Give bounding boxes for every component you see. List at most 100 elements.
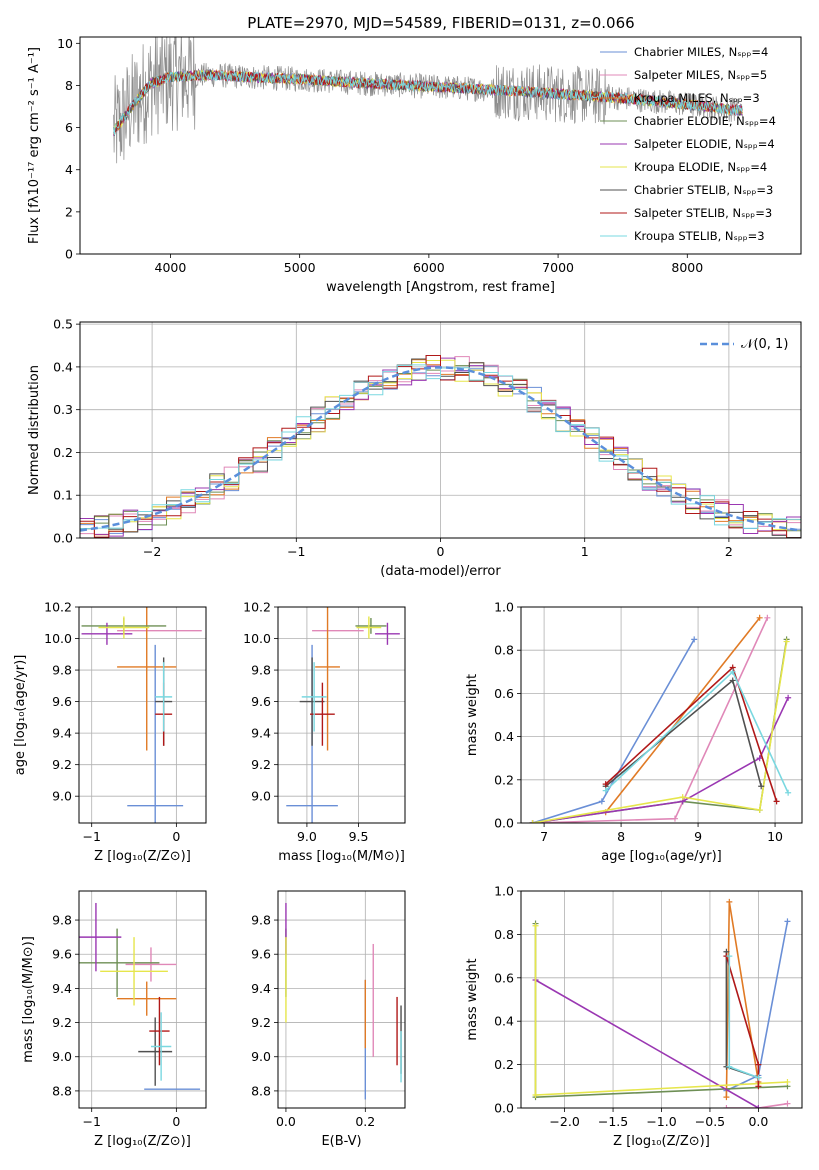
legend-label: Salpeter MILES, Nₛₚₚ=5 — [634, 68, 767, 82]
y-tick-label: 6 — [65, 120, 73, 135]
chart-massweight-vs-Z: −2.0 −1.5 −1.0 −0.5 0.0 0.0 0.2 0.4 0.6 0.8 1.0 Z [… — [465, 884, 803, 1149]
chart-residuals: −2 −1 0 1 2 0.0 0.1 0.2 0.3 0.4 0.5 (data-model)/er… — [27, 317, 802, 579]
histogram-series-9 — [80, 364, 801, 530]
series-marker-6 — [784, 1078, 791, 1085]
x-tick-label: 0.2 — [355, 1114, 375, 1129]
plot-area — [79, 891, 206, 1108]
x-tick-label: 5000 — [284, 260, 316, 275]
x-tick-label: −1 — [82, 829, 100, 844]
y-tick-label: 9.8 — [52, 913, 72, 928]
series-marker-9 — [755, 1074, 762, 1081]
series-marker-9 — [729, 668, 736, 675]
chart-age-vs-Z: −1 0 9.0 9.2 9.4 9.6 9.8 10.0 10.2 Z [log₁₀(Z/Z⊙)… — [13, 600, 207, 864]
series-line-4 — [532, 639, 788, 823]
y-tick-label: 0.3 — [53, 402, 73, 417]
chart-age-vs-mass: 9.0 9.5 9.0 9.2 9.4 9.6 9.8 10.0 10.2 mass [log₁₀… — [243, 600, 406, 864]
legend-label: Kroupa STELIB, Nₛₚₚ=3 — [634, 229, 765, 243]
axes-frame — [520, 606, 803, 824]
series-marker-9 — [726, 953, 733, 960]
y-tick-label: 0.4 — [53, 359, 73, 374]
y-axis-label: mass [log₁₀(M/M⊙)] — [21, 936, 36, 1063]
x-tick-label: 0.0 — [748, 1114, 768, 1129]
series-marker-1 — [691, 636, 698, 643]
y-tick-label: 10.0 — [243, 631, 271, 646]
series-marker-8 — [755, 1083, 762, 1090]
y-axis-label: Normed distribution — [27, 365, 42, 495]
y-tick-label: 0.8 — [494, 927, 514, 942]
x-axis-label: age [log₁₀(age/yr)] — [601, 849, 722, 864]
y-tick-label: 9.2 — [251, 757, 271, 772]
y-tick-label: 0.5 — [53, 317, 73, 332]
plot-area — [113, 37, 743, 164]
series-marker-8 — [755, 1061, 762, 1068]
series-marker-6 — [756, 807, 763, 814]
y-tick-label: 9.6 — [52, 947, 72, 962]
y-tick-label: 0.0 — [494, 1101, 514, 1116]
y-tick-label: 9.0 — [52, 789, 72, 804]
series-marker-3 — [756, 614, 763, 621]
y-tick-label: 0.2 — [494, 1057, 514, 1072]
x-tick-label: −0.5 — [695, 1114, 725, 1129]
y-tick-label: 0.4 — [494, 729, 514, 744]
legend-label: Chabrier STELIB, Nₛₚₚ=3 — [634, 183, 773, 197]
y-tick-label: 8.8 — [251, 1083, 271, 1098]
series-marker-7 — [729, 677, 736, 684]
series-marker-6 — [679, 794, 686, 801]
x-tick-label: −1 — [287, 544, 305, 559]
legend-label: Salpeter ELODIE, Nₛₚₚ=4 — [634, 137, 775, 151]
axes-frame — [277, 890, 406, 1109]
x-axis-label: Z [log₁₀(Z/Z⊙)] — [94, 849, 191, 864]
y-tick-label: 9.6 — [52, 694, 72, 709]
series-marker-6 — [532, 1091, 539, 1098]
y-tick-label: 9.4 — [251, 981, 271, 996]
page-title: PLATE=2970, MJD=54589, FIBERID=0131, z=0… — [247, 14, 634, 32]
chart-mass-vs-EBV: 0.0 0.2 8.8 9.0 9.2 9.4 9.6 9.8 E(B-V) — [251, 890, 406, 1149]
y-tick-label: 4 — [65, 162, 73, 177]
series-marker-5 — [755, 1105, 762, 1108]
y-axis-label: age [log₁₀(age/yr)] — [13, 655, 28, 776]
x-axis-label: Z [log₁₀(Z/Z⊙)] — [94, 1134, 191, 1149]
y-tick-label: 10 — [57, 36, 73, 51]
y-tick-label: 9.0 — [251, 789, 271, 804]
y-tick-label: 10.0 — [44, 631, 72, 646]
series-line-2 — [726, 1102, 788, 1108]
series-marker-2 — [723, 1105, 730, 1108]
y-tick-label: 9.6 — [251, 694, 271, 709]
y-tick-label: 2 — [65, 204, 73, 219]
legend-label: Kroupa MILES, Nₛₚₚ=3 — [634, 91, 760, 105]
y-tick-label: 0.1 — [53, 488, 73, 503]
y-tick-label: 0.8 — [494, 643, 514, 658]
series-line-5 — [532, 697, 789, 823]
x-tick-label: 9.0 — [297, 829, 317, 844]
series-line-8 — [605, 666, 778, 802]
y-tick-label: 10.2 — [243, 600, 271, 615]
series-marker-2 — [671, 815, 678, 822]
y-tick-label: 0.2 — [53, 445, 73, 460]
chart-massweight-vs-age: 7 8 9 10 0.0 0.2 0.4 0.6 0.8 1.0 age [log₁₀(age/yr… — [465, 600, 803, 864]
y-tick-label: 0.6 — [494, 970, 514, 985]
y-tick-label: 9.0 — [251, 1049, 271, 1064]
y-tick-label: 9.4 — [52, 726, 72, 741]
legend-label: Chabrier MILES, Nₛₚₚ=4 — [634, 45, 768, 59]
y-tick-label: 0.2 — [494, 772, 514, 787]
series-marker-3 — [726, 898, 733, 905]
series-marker-5 — [785, 694, 792, 701]
model-spectrum-9 — [113, 69, 743, 136]
normal-curve — [80, 366, 801, 532]
series-marker-7 — [758, 783, 765, 790]
y-tick-label: 9.4 — [52, 981, 72, 996]
y-tick-label: 1.0 — [494, 600, 514, 615]
x-tick-label: −1.0 — [646, 1114, 676, 1129]
y-tick-label: 9.2 — [251, 1015, 271, 1030]
series-line-6 — [532, 641, 788, 823]
plot-area — [80, 322, 801, 538]
legend-label: Chabrier ELODIE, Nₛₚₚ=4 — [634, 114, 776, 128]
y-tick-label: 9.8 — [52, 663, 72, 678]
chart-spectrum: 4000 5000 6000 7000 8000 0 2 4 6 8 10 wavelength [A… — [27, 36, 802, 295]
x-tick-label: 0 — [172, 1114, 180, 1129]
legend-label: 𝒩(0, 1) — [741, 337, 788, 352]
plot-area — [521, 607, 802, 823]
series-marker-2 — [764, 614, 771, 621]
x-axis-label: wavelength [Angstrom, rest frame] — [326, 280, 555, 295]
series-marker-9 — [785, 789, 792, 796]
